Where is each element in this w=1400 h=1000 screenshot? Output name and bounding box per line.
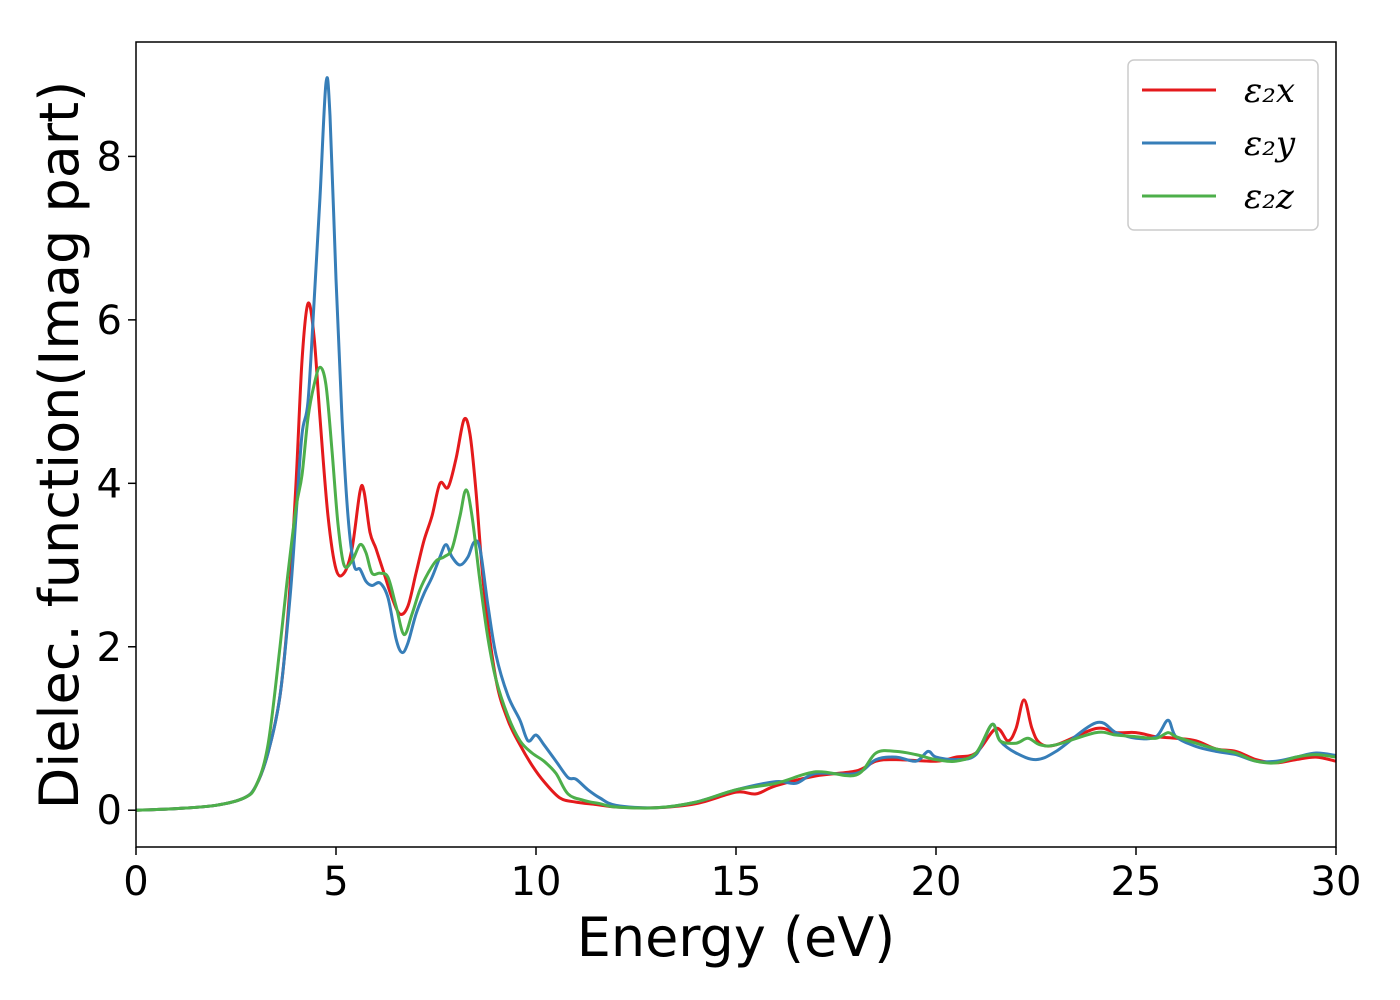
legend-label-ex: ε₂x — [1244, 71, 1295, 111]
y-tick-label: 0 — [97, 788, 122, 834]
legend: ε₂x ε₂y ε₂z — [1127, 59, 1319, 231]
y-tick-label: 8 — [97, 134, 122, 180]
y-tick-label: 6 — [97, 298, 122, 344]
x-tick-label: 25 — [1111, 859, 1162, 905]
x-axis-ticks: 0 5 10 15 20 25 30 — [123, 847, 1361, 905]
x-tick-label: 30 — [1311, 859, 1362, 905]
x-tick-label: 20 — [911, 859, 962, 905]
x-tick-label: 5 — [323, 859, 348, 905]
plot-lines — [135, 76, 1337, 812]
legend-label-ez: ε₂z — [1244, 177, 1295, 217]
legend-label-ey: ε₂y — [1244, 124, 1296, 164]
series-line-2 — [135, 365, 1337, 812]
x-tick-label: 10 — [511, 859, 562, 905]
y-tick-label: 2 — [97, 625, 122, 671]
y-tick-label: 4 — [97, 461, 122, 507]
x-tick-label: 15 — [711, 859, 762, 905]
x-tick-label: 0 — [123, 859, 148, 905]
legend-box — [1127, 59, 1319, 231]
y-axis-label: Dielec. function(Imag part) — [28, 81, 91, 810]
y-axis-ticks: 0 2 4 6 8 — [97, 134, 136, 834]
series-line-1 — [135, 76, 1337, 812]
x-axis-label: Energy (eV) — [577, 906, 896, 969]
